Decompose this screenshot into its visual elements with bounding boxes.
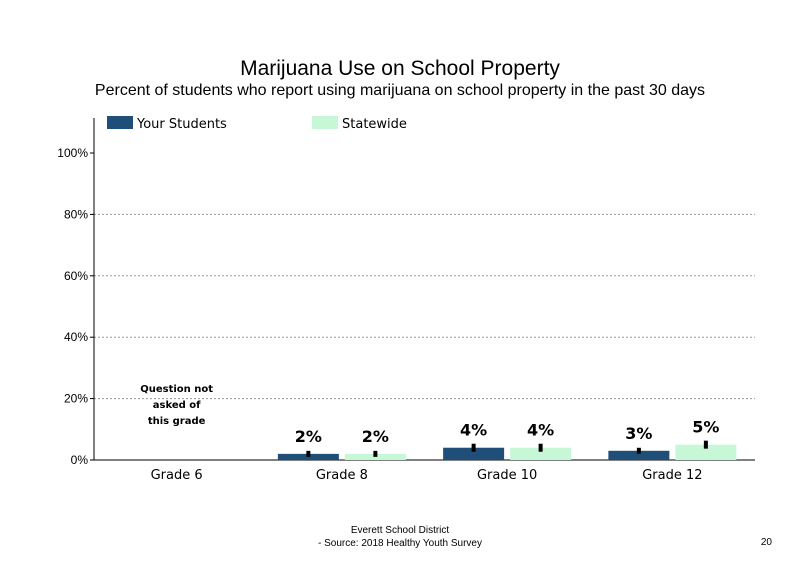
- bar-your-students: [443, 447, 505, 460]
- legend-label-your-students: Your Students: [136, 117, 227, 132]
- chart-subtitle: Percent of students who report using mar…: [94, 82, 706, 99]
- error-bar: [703, 440, 708, 449]
- bar-statewide: [675, 444, 737, 460]
- error-bar: [636, 447, 641, 454]
- x-tick-label: Grade 8: [316, 468, 368, 483]
- error-bar: [373, 450, 378, 457]
- y-tick-label: 100%: [57, 146, 88, 160]
- chart-title: Marijuana Use on School Property: [240, 57, 560, 80]
- bar-your-students: [277, 453, 339, 460]
- legend-label-statewide: Statewide: [342, 117, 407, 132]
- x-tick-label: Grade 6: [151, 468, 203, 483]
- data-label: 3%: [625, 424, 652, 443]
- data-label: 2%: [362, 427, 389, 446]
- legend-swatch-statewide: [312, 116, 338, 129]
- data-label: 5%: [692, 418, 719, 437]
- data-label: 4%: [460, 421, 487, 440]
- data-label: 4%: [527, 421, 554, 440]
- bar-statewide: [344, 453, 406, 460]
- data-label: 2%: [295, 427, 322, 446]
- error-bar: [471, 443, 476, 452]
- footer-source: - Source: 2018 Healthy Youth Survey: [318, 538, 482, 549]
- note-text: Question not: [140, 384, 213, 395]
- x-tick-label: Grade 10: [477, 468, 537, 483]
- legend-swatch-your-students: [107, 116, 133, 129]
- page-number: 20: [760, 537, 772, 548]
- y-tick-label: 20%: [64, 392, 88, 406]
- y-tick-label: 40%: [64, 330, 88, 344]
- y-tick-label: 80%: [64, 207, 88, 221]
- y-tick-label: 60%: [64, 269, 88, 283]
- error-bar: [306, 450, 311, 457]
- bar-your-students: [608, 450, 670, 460]
- x-tick-label: Grade 12: [642, 468, 702, 483]
- y-tick-label: 0%: [71, 453, 89, 467]
- bar-statewide: [510, 447, 572, 460]
- footer-district: Everett School District: [350, 525, 450, 536]
- note-text: this grade: [148, 416, 206, 427]
- error-bar: [538, 443, 543, 452]
- note-text: asked of: [153, 400, 201, 411]
